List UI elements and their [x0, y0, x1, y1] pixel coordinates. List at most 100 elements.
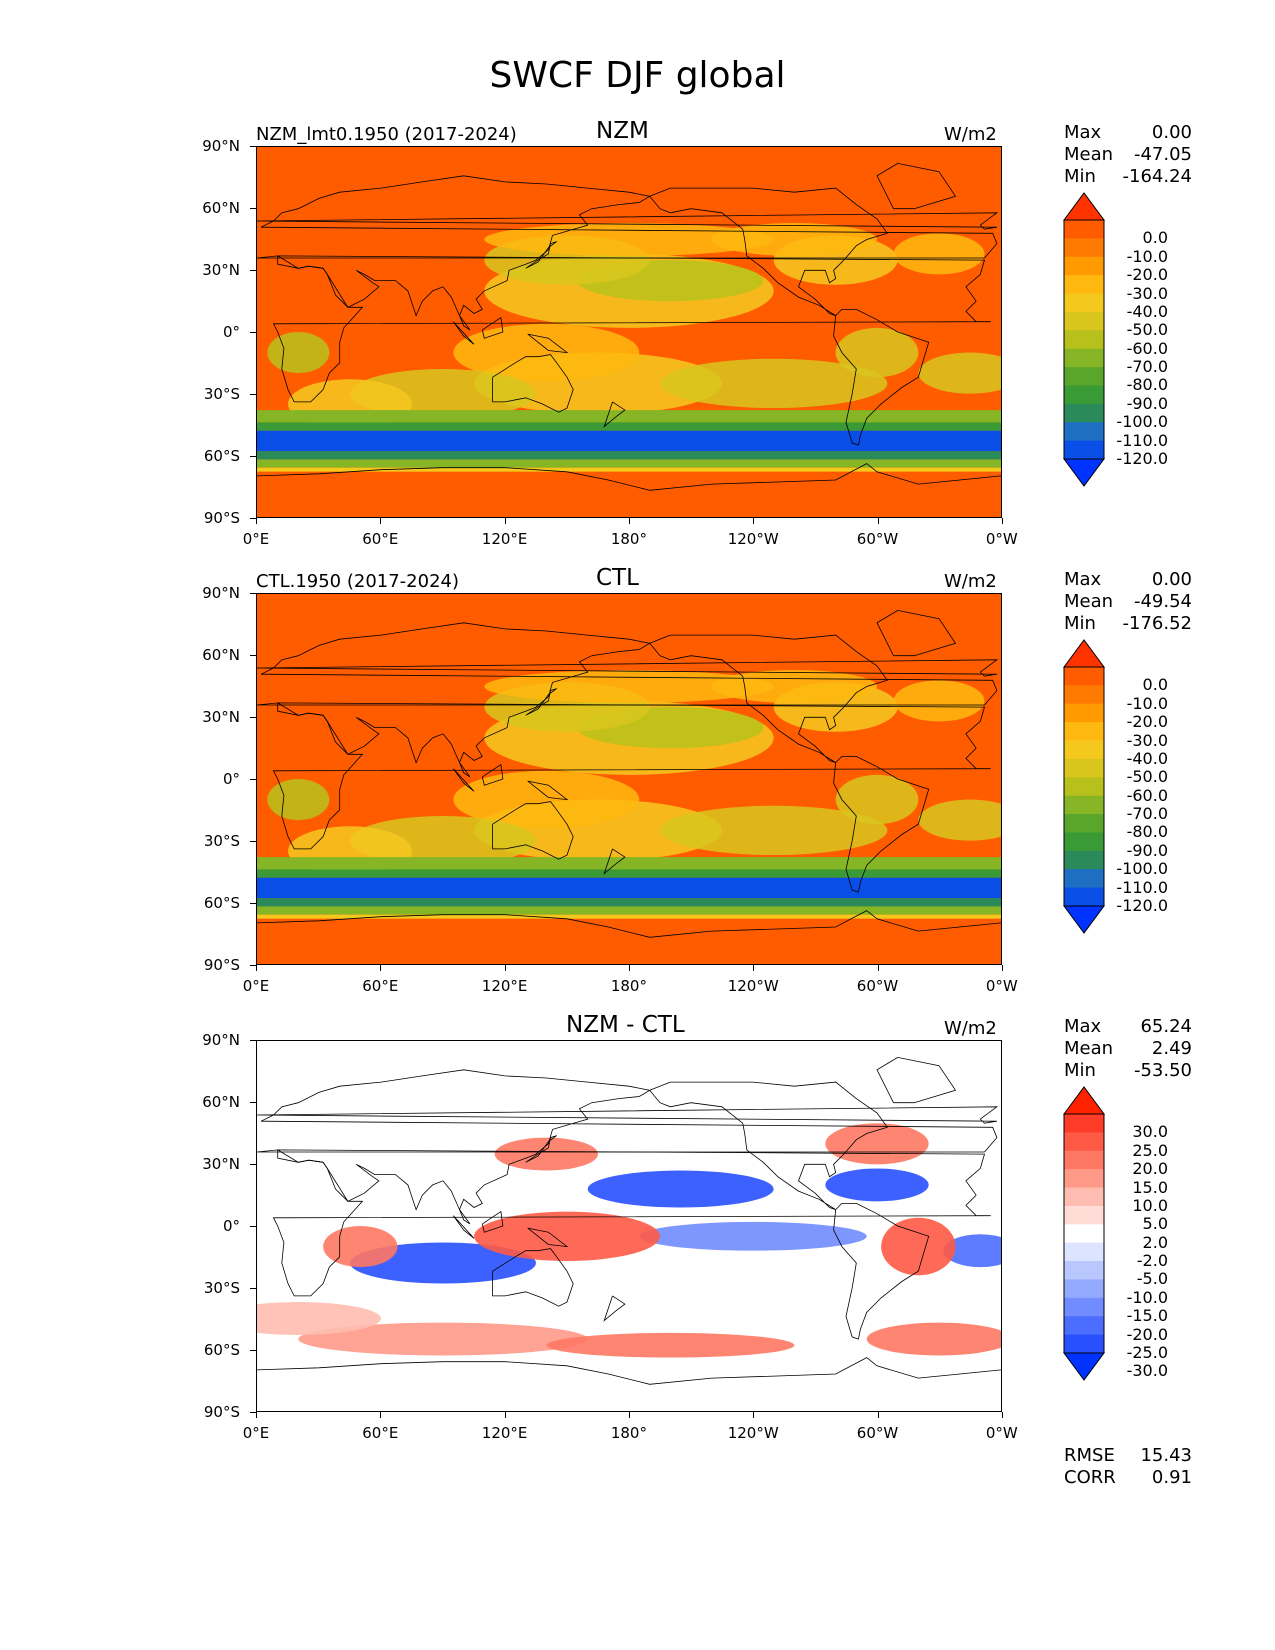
colorbar-segment — [1064, 1334, 1104, 1354]
map-field — [257, 1041, 1001, 1411]
lon-tick-label: 0°W — [985, 1424, 1018, 1442]
lon-tick — [256, 965, 257, 971]
panel-title: NZM - CTL — [566, 1012, 685, 1038]
colorbar-segment — [1064, 367, 1104, 386]
lon-tick — [504, 1412, 506, 1418]
colorbar-tick-label: 0.0 — [1142, 675, 1168, 695]
lat-tick — [250, 1040, 256, 1041]
stat-value: 0.00 — [1151, 569, 1192, 590]
lon-tick-label: 180° — [610, 530, 647, 548]
panel-units: W/m2 — [944, 124, 997, 145]
lat-tick — [250, 903, 256, 904]
diff-footer-stats: RMSE 15.43 CORR 0.91 — [1064, 1445, 1192, 1489]
stat-name: Min — [1064, 613, 1096, 634]
colorbar-segment — [1064, 1242, 1104, 1262]
lon-tick — [1001, 518, 1003, 524]
lon-tick-label: 60°W — [856, 977, 899, 995]
lon-tick — [628, 518, 630, 524]
lon-tick-label: 0°E — [242, 1424, 270, 1442]
colorbar-segment — [1064, 1205, 1104, 1225]
lat-tick-label: 30°S — [203, 1279, 240, 1297]
lon-tick — [753, 1412, 755, 1418]
stat-name: Min — [1064, 166, 1096, 187]
lon-tick-label: 60°E — [362, 1424, 399, 1442]
lon-tick-label: 60°E — [362, 530, 399, 548]
colorbar-tick-label: -60.0 — [1126, 785, 1168, 805]
panel-title: NZM — [596, 118, 649, 144]
lat-tick — [250, 394, 256, 395]
lat-tick — [250, 965, 256, 966]
colorbar-tick-label: -30.0 — [1126, 730, 1168, 750]
colorbar-segment — [1064, 814, 1104, 833]
lon-tick-label: 120°E — [481, 977, 528, 995]
colorbar-extend-bottom — [1063, 458, 1105, 487]
colorbar-segment — [1064, 256, 1104, 276]
lat-tick — [250, 655, 256, 656]
lon-tick-label: 120°E — [481, 530, 528, 548]
colorbar-tick-label: -10.0 — [1126, 246, 1168, 266]
lat-tick — [250, 1164, 256, 1165]
colorbar-tick-label: -30.0 — [1126, 283, 1168, 303]
colorbar-tick-label: -110.0 — [1116, 430, 1168, 450]
colorbar-tick-label: 15.0 — [1132, 1177, 1168, 1197]
colorbar-tick-label: -40.0 — [1126, 748, 1168, 768]
colorbar-extend-bottom — [1063, 905, 1105, 934]
lat-tick-label: 90°S — [203, 509, 240, 527]
colorbar-segment — [1064, 1150, 1104, 1170]
lon-tick-label: 0°W — [985, 977, 1018, 995]
lat-tick — [250, 1350, 256, 1351]
lat-tick — [250, 208, 256, 209]
lat-tick-label: 60°N — [202, 199, 240, 217]
panel-title: CTL — [596, 565, 639, 591]
lon-tick — [380, 965, 382, 971]
stat-row: Min -53.50 — [1064, 1060, 1192, 1082]
colorbar-segment — [1064, 1316, 1104, 1336]
lat-tick — [250, 1226, 256, 1227]
stat-row: Max 0.00 — [1064, 122, 1192, 144]
map-panel-3: NZM - CTL W/m2 90°N 60°N 30°N 0° 30°S 60°S 90°S 0… — [0, 1012, 1275, 1486]
lat-tick — [250, 456, 256, 457]
lon-tick — [504, 518, 506, 524]
colorbar-tick-label: -15.0 — [1126, 1306, 1168, 1326]
lat-tick-label: 60°S — [203, 447, 240, 465]
lon-tick-label: 0°W — [985, 530, 1018, 548]
colorbar-segment — [1064, 703, 1104, 723]
lat-tick-label: 30°N — [202, 1155, 240, 1173]
lat-tick-label: 60°S — [203, 1341, 240, 1359]
panel-units: W/m2 — [944, 571, 997, 592]
lat-tick-label: 30°S — [203, 385, 240, 403]
lat-tick-label: 90°S — [203, 956, 240, 974]
lat-tick — [250, 779, 256, 780]
lat-tick — [250, 518, 256, 519]
colorbar-tick-label: -80.0 — [1126, 375, 1168, 395]
lat-tick-label: 90°N — [202, 137, 240, 155]
lon-tick — [877, 518, 879, 524]
panel-stats: Max 65.24 Mean 2.49 Min -53.50 — [1064, 1016, 1192, 1082]
colorbar-segment — [1064, 1169, 1104, 1189]
lat-tick-label: 60°S — [203, 894, 240, 912]
colorbar-segment — [1064, 869, 1104, 889]
colorbar-segment — [1064, 740, 1104, 760]
colorbar-segment — [1064, 1132, 1104, 1152]
colorbar-segment — [1064, 887, 1104, 907]
lat-tick — [250, 332, 256, 333]
lat-tick-label: 90°N — [202, 584, 240, 602]
stat-value: 0.00 — [1151, 122, 1192, 143]
colorbar-tick-label: -120.0 — [1116, 896, 1168, 915]
colorbar-segment — [1064, 422, 1104, 442]
panel-case-label: NZM_lmt0.1950 (2017-2024) — [256, 124, 517, 145]
map-plot — [256, 1040, 1002, 1412]
map-plot — [256, 593, 1002, 965]
colorbar-segment — [1064, 685, 1104, 705]
colorbar-tick-label: -60.0 — [1126, 338, 1168, 358]
colorbar-tick-label: 30.0 — [1132, 1122, 1168, 1142]
colorbar-tick-label: -20.0 — [1126, 1324, 1168, 1344]
lon-tick — [877, 1412, 879, 1418]
lat-tick — [250, 1102, 256, 1103]
lat-tick — [250, 270, 256, 271]
colorbar-segment — [1064, 758, 1104, 778]
stat-name: Max — [1064, 1016, 1102, 1037]
lat-tick-label: 90°S — [203, 1403, 240, 1421]
lon-tick-label: 60°W — [856, 1424, 899, 1442]
colorbar-tick-label: 2.0 — [1142, 1232, 1168, 1252]
